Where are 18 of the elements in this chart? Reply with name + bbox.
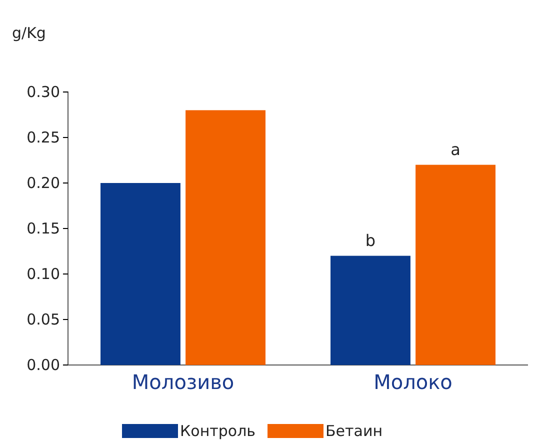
x-tick-label: Молоко (374, 370, 452, 394)
x-tick-label: Молозиво (132, 370, 234, 394)
y-tick-label: 0.20 (26, 174, 60, 192)
legend-label: Бетаин (326, 422, 383, 440)
y-tick-label: 0.15 (26, 219, 60, 238)
y-tick-label: 0.05 (26, 310, 60, 328)
annotation: a (450, 140, 460, 159)
y-tick-label: 0.30 (26, 82, 60, 101)
y-axis-title: g/Kg (12, 24, 46, 42)
y-tick-label: 0.25 (26, 128, 60, 146)
y-tick-label: 0.10 (26, 264, 60, 283)
bar (186, 110, 266, 365)
legend-label: Контроль (180, 422, 256, 440)
y-tick-label: 0.00 (26, 356, 60, 374)
bar (330, 256, 410, 365)
bar (416, 164, 496, 365)
bar (100, 183, 180, 365)
annotation: b (365, 230, 376, 250)
